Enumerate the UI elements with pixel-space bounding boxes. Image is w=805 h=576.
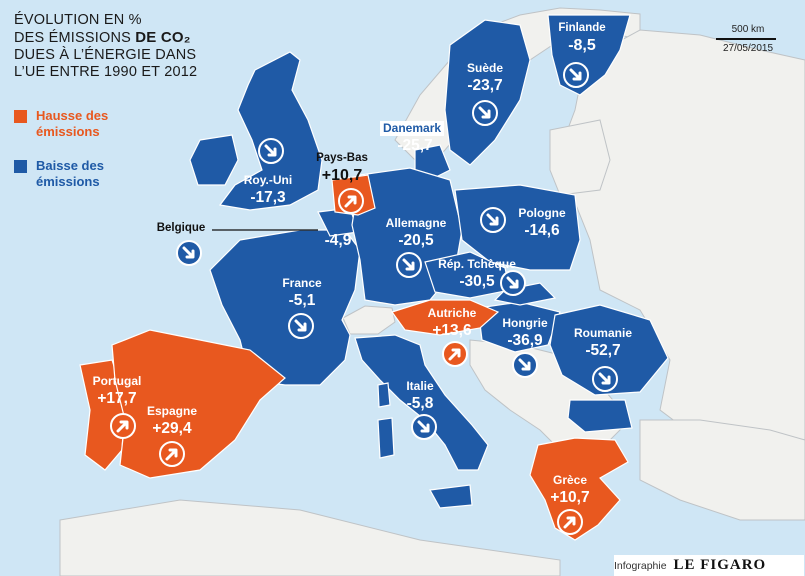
turkey-land	[639, 419, 805, 521]
country-label-spain: Espagne +29,4	[146, 404, 197, 437]
trend-down-icon-uk	[258, 138, 284, 164]
trend-up-icon-austria	[442, 341, 468, 367]
country-label-portugal: Portugal +17,7	[92, 374, 142, 407]
sardinia-shape	[377, 417, 395, 459]
baltics-land	[549, 119, 611, 196]
legend-decrease-label: Baisse des émissions	[36, 158, 104, 189]
bulgaria-shape	[567, 399, 633, 433]
legend-decrease-swatch	[14, 160, 27, 173]
country-label-hungary: Hongrie -36,9	[502, 316, 548, 349]
country-value-belgium: -4,9	[324, 232, 352, 249]
trend-up-icon-portugal	[110, 413, 136, 439]
switzerland-land	[342, 305, 396, 335]
slovakia-shape	[493, 282, 557, 306]
country-label-uk: Roy.-Uni -17,3	[243, 173, 293, 206]
credit-prefix: Infographie	[614, 560, 667, 572]
trend-down-icon-sweden	[472, 100, 498, 126]
trend-down-icon-belgium	[176, 240, 202, 266]
trend-up-icon-netherlands	[338, 188, 364, 214]
trend-down-icon-poland	[480, 207, 506, 233]
austria-shape	[391, 299, 500, 336]
trend-down-icon-romania	[592, 366, 618, 392]
country-name-belgium: Belgique	[156, 222, 206, 234]
title-line-3: DUES À L’ÉNERGIE DANS	[14, 47, 197, 63]
title-line-4: L’UE ENTRE 1990 ET 2012	[14, 64, 198, 80]
uk-shape	[218, 51, 323, 211]
poland-shape	[454, 184, 581, 271]
greece-shape	[529, 437, 629, 541]
scale-label: 500 km	[731, 24, 765, 35]
legend-increase: Hausse des émissions	[14, 108, 164, 140]
romania-shape	[549, 304, 669, 396]
le-figaro-logo: LE FIGARO	[673, 557, 767, 573]
country-label-romania: Roumanie -52,7	[573, 326, 632, 359]
trend-down-icon-germany	[396, 252, 422, 278]
country-label-germany: Allemagne -20,5	[385, 216, 447, 249]
country-label-czech: Rép. Tchèque -30,5	[438, 257, 516, 290]
country-value-denmark: -25,7	[397, 137, 433, 154]
country-name-denmark: Danemark	[380, 121, 445, 136]
country-label-poland: Pologne -14,6	[518, 206, 566, 239]
legend-increase-label: Hausse des émissions	[36, 108, 109, 139]
country-label-greece: Grèce +10,7	[550, 473, 590, 506]
north-africa-land	[59, 499, 561, 576]
trend-down-icon-finland	[563, 62, 589, 88]
ireland-shape	[189, 134, 239, 186]
scale-bar-line	[716, 38, 776, 40]
credit: Infographie LE FIGARO	[614, 555, 804, 576]
title-line-1: ÉVOLUTION EN %	[14, 12, 142, 28]
corsica-shape	[377, 382, 391, 408]
map-date: 27/05/2015	[722, 43, 774, 54]
trend-down-icon-czech	[500, 270, 526, 296]
country-label-netherlands: Pays-Bas +10,7	[316, 152, 368, 184]
trend-down-icon-italy	[411, 414, 437, 440]
trend-down-icon-france	[288, 313, 314, 339]
country-label-italy: Italie -5,8	[406, 379, 434, 412]
trend-up-icon-spain	[159, 441, 185, 467]
title-line-2: DES ÉMISSIONS DE CO₂	[14, 29, 191, 46]
country-label-sweden: Suède -23,7	[466, 61, 503, 94]
scale-bar: 500 km 27/05/2015	[708, 24, 788, 54]
france-shape	[209, 229, 361, 386]
sicily-shape	[429, 484, 473, 509]
country-label-france: France -5,1	[282, 276, 322, 309]
map-title: ÉVOLUTION EN % DES ÉMISSIONS DE CO₂ DUES…	[14, 12, 197, 81]
sweden-shape	[444, 19, 531, 166]
country-label-finland: Finlande -8,5	[558, 22, 606, 54]
legend-decrease: Baisse des émissions	[14, 158, 164, 190]
trend-up-icon-greece	[557, 509, 583, 535]
trend-down-icon-hungary	[512, 352, 538, 378]
denmark-shape	[414, 144, 451, 181]
country-label-austria: Autriche +13,6	[427, 306, 477, 339]
legend-increase-swatch	[14, 110, 27, 123]
